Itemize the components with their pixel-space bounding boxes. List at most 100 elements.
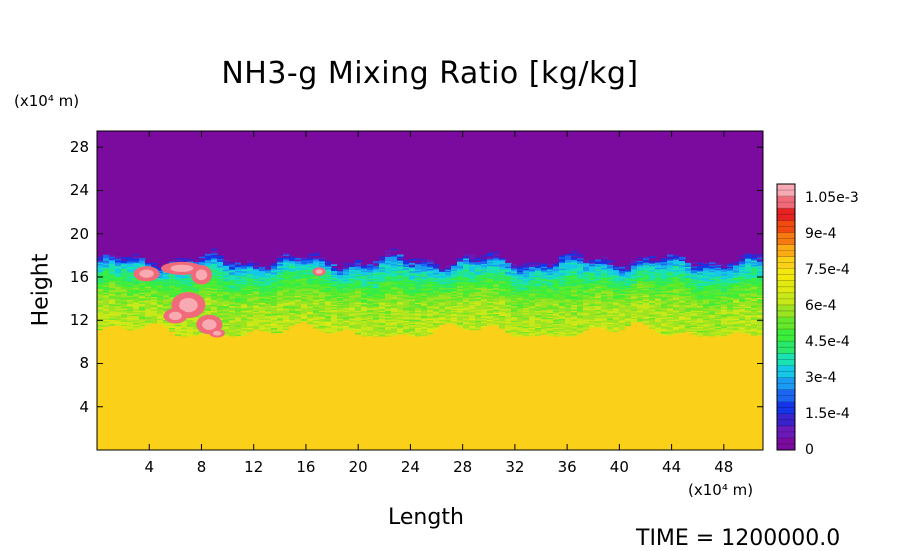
field-cell [343,269,350,272]
field-cell [271,286,278,288]
field-cell [481,286,488,289]
field-cell [283,302,290,305]
field-cell [355,314,362,316]
field-cell [313,300,320,303]
field-cell [151,321,158,324]
field-cell [433,296,440,299]
field-cell [433,300,440,303]
field-cell [271,304,278,307]
field-cell [445,287,452,290]
field-cell [151,305,158,308]
field-cell [247,329,254,332]
field-cell [373,284,380,287]
field-cell [163,276,170,279]
field-cell [367,296,374,299]
field-cell [241,300,248,303]
field-cell [481,302,488,304]
field-cell [247,314,254,317]
field-cell [283,262,290,265]
field-cell [229,289,236,292]
field-cell [325,268,332,271]
field-cell [505,316,512,319]
field-cell [403,281,410,284]
field-cell [367,317,374,319]
field-cell [547,276,554,279]
field-cell [157,320,164,323]
field-cell [559,289,566,292]
field-cell [349,296,356,299]
field-cell [289,309,296,312]
field-cell [97,268,104,271]
field-cell [601,331,608,334]
field-cell [301,315,308,318]
field-cell [103,309,110,312]
field-cell [157,276,164,278]
field-cell [439,302,446,305]
field-cell [583,325,590,328]
field-cell [103,257,110,260]
field-cell [511,322,518,325]
field-cell [511,303,518,306]
field-cell [205,265,212,268]
field-cell [409,277,416,280]
field-cell [475,333,482,336]
field-cell [295,313,302,316]
field-cell [511,316,518,319]
field-cell [475,295,482,298]
field-cell [481,315,488,318]
field-cell [97,281,104,284]
field-cell [301,298,308,301]
field-cell [223,336,230,450]
field-cell [457,258,464,261]
field-cell [397,303,404,306]
field-cell [349,283,356,286]
field-cell [277,307,284,310]
field-cell [277,310,284,313]
field-cell [559,284,566,287]
field-cell [415,266,422,269]
field-cell [199,292,206,295]
field-cell [379,322,386,325]
field-cell [211,258,218,261]
field-cell [529,309,536,312]
field-cell [481,281,488,284]
field-cell [139,303,146,306]
field-cell [427,274,434,277]
field-cell [451,271,458,274]
field-cell [145,324,152,327]
field-cell [577,332,584,335]
field-cell [325,328,332,331]
field-cell [565,294,572,297]
field-cell [439,268,446,271]
field-cell [595,304,602,306]
field-cell [541,323,548,326]
field-cell [217,310,224,313]
field-cell [565,270,572,273]
field-cell [457,276,464,279]
field-cell [439,276,446,278]
field-cell [271,269,278,272]
field-cell [265,303,272,306]
field-cell [577,255,584,258]
field-cell [259,292,266,295]
field-cell [601,333,608,336]
field-cell [421,300,428,303]
field-cell [427,261,434,264]
field-cell [343,263,350,265]
field-cell [463,305,470,308]
field-cell [385,304,392,307]
field-cell [481,307,488,310]
field-cell [121,324,128,327]
field-cell [307,293,314,296]
field-cell [403,324,410,327]
field-cell [307,273,314,276]
field-cell [445,319,452,322]
field-cell [523,321,530,324]
field-cell [439,277,446,280]
field-cell [481,318,488,321]
field-cell [391,311,398,314]
field-cell [379,265,386,268]
field-cell [451,287,458,290]
field-cell [397,255,404,258]
field-cell [385,281,392,284]
